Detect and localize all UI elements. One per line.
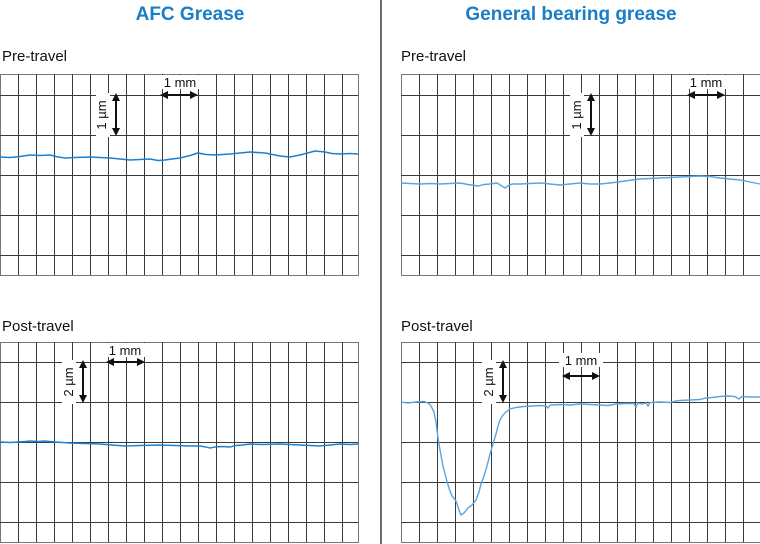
chart-afc-pre-travel: 1 µm 1 mm	[0, 74, 359, 276]
scale-bar-vertical-general-post: 2 µm	[481, 360, 507, 404]
scale-label-vertical-afc-post: 2 µm	[61, 367, 76, 396]
chart-general-post-travel: 2 µm 1 mm	[400, 342, 760, 543]
column-title-general: General bearing grease	[465, 4, 677, 25]
scale-bar-horizontal-afc-post: 1 mm	[104, 343, 146, 366]
scale-bar-horizontal-general-pre: 1 mm	[685, 75, 727, 99]
scale-label-horizontal-general-pre: 1 mm	[690, 75, 723, 90]
column-divider	[380, 0, 382, 544]
scale-label-horizontal-afc-pre: 1 mm	[164, 75, 197, 90]
trace-general-post	[400, 395, 760, 517]
chart-general-pre-travel: 1 µm 1 mm	[400, 74, 760, 276]
scale-bar-vertical-general-pre: 1 µm	[569, 93, 595, 137]
scale-label-horizontal-general-post: 1 mm	[565, 353, 598, 368]
grid-general-post	[401, 342, 760, 543]
panel-label-afc-pre: Pre-travel	[2, 48, 68, 65]
scale-bar-horizontal-general-post: 1 mm	[559, 353, 603, 380]
trace-afc-post	[0, 440, 359, 449]
scale-bar-horizontal-afc-pre: 1 mm	[160, 75, 200, 99]
grid-afc-pre	[0, 74, 359, 276]
scale-bar-vertical-afc-pre: 1 µm	[94, 93, 120, 137]
panel-label-afc-post: Post-travel	[2, 318, 74, 335]
trace-general-pre	[400, 175, 760, 189]
column-title-afc: AFC Grease	[135, 4, 245, 25]
scale-label-vertical-afc-pre: 1 µm	[94, 100, 109, 129]
trace-afc-pre	[0, 150, 359, 162]
panel-label-general-pre: Pre-travel	[401, 48, 467, 65]
panel-label-general-post: Post-travel	[401, 318, 473, 335]
chart-afc-post-travel: 2 µm 1 mm	[0, 342, 359, 543]
scale-label-horizontal-afc-post: 1 mm	[109, 343, 142, 358]
scale-label-vertical-general-pre: 1 µm	[569, 100, 584, 129]
scale-label-vertical-general-post: 2 µm	[481, 367, 496, 396]
scale-bar-vertical-afc-post: 2 µm	[61, 360, 87, 404]
